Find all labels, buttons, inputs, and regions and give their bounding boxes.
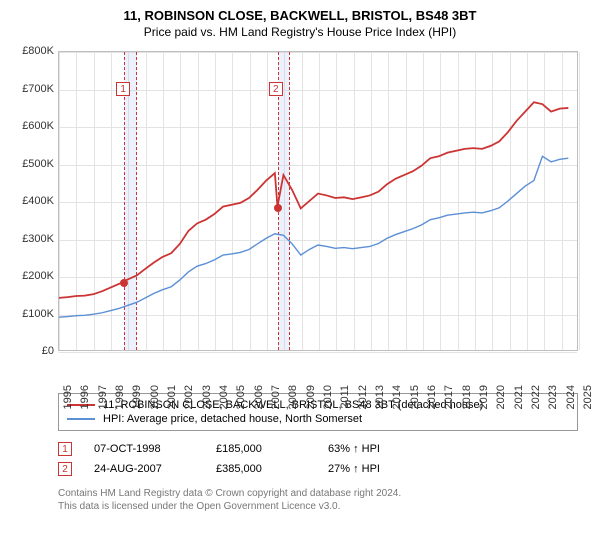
plot-area: 12 bbox=[58, 51, 578, 351]
x-tick-label: 1998 bbox=[114, 385, 126, 409]
series-hpi bbox=[59, 156, 568, 317]
chart-subtitle: Price paid vs. HM Land Registry's House … bbox=[12, 25, 588, 39]
x-tick-label: 2016 bbox=[426, 385, 438, 409]
footer-line-2: This data is licensed under the Open Gov… bbox=[58, 500, 578, 513]
y-tick-label: £700K bbox=[22, 83, 54, 95]
event-hpi: 27% ↑ HPI bbox=[328, 463, 418, 475]
x-tick-label: 2013 bbox=[374, 385, 386, 409]
events-table: 1 07-OCT-1998 £185,000 63% ↑ HPI 2 24-AUG-200… bbox=[58, 439, 578, 479]
legend-row: HPI: Average price, detached house, Nort… bbox=[67, 412, 569, 426]
x-tick-label: 2004 bbox=[218, 385, 230, 409]
gridline-h bbox=[59, 352, 577, 353]
x-tick-label: 2000 bbox=[149, 385, 161, 409]
event-price: £385,000 bbox=[216, 463, 306, 475]
y-tick-label: £800K bbox=[22, 45, 54, 57]
event-hpi: 63% ↑ HPI bbox=[328, 443, 418, 455]
footer-attribution: Contains HM Land Registry data © Crown c… bbox=[58, 487, 578, 513]
x-tick-label: 2005 bbox=[235, 385, 247, 409]
y-tick-label: £600K bbox=[22, 120, 54, 132]
x-tick-label: 2019 bbox=[478, 385, 490, 409]
gridline-v bbox=[579, 52, 580, 350]
x-tick-label: 2010 bbox=[322, 385, 334, 409]
event-marker-1: 1 bbox=[116, 82, 130, 96]
legend-swatch bbox=[67, 418, 95, 420]
event-date: 24-AUG-2007 bbox=[94, 463, 194, 475]
y-tick-label: £200K bbox=[22, 270, 54, 282]
sale-point bbox=[120, 279, 128, 287]
x-tick-label: 2025 bbox=[582, 385, 594, 409]
event-price: £185,000 bbox=[216, 443, 306, 455]
y-tick-label: £500K bbox=[22, 158, 54, 170]
x-tick-label: 2015 bbox=[409, 385, 421, 409]
x-tick-label: 2012 bbox=[357, 385, 369, 409]
series-property bbox=[59, 102, 568, 298]
y-tick-label: £400K bbox=[22, 195, 54, 207]
x-tick-label: 2006 bbox=[253, 385, 265, 409]
event-date: 07-OCT-1998 bbox=[94, 443, 194, 455]
x-tick-label: 2014 bbox=[391, 385, 403, 409]
line-layer bbox=[59, 52, 577, 350]
legend-label: HPI: Average price, detached house, Nort… bbox=[103, 413, 362, 425]
x-tick-label: 2009 bbox=[305, 385, 317, 409]
x-tick-label: 2008 bbox=[287, 385, 299, 409]
x-tick-label: 2018 bbox=[461, 385, 473, 409]
x-tick-label: 1999 bbox=[131, 385, 143, 409]
event-row: 1 07-OCT-1998 £185,000 63% ↑ HPI bbox=[58, 439, 578, 459]
y-tick-label: £0 bbox=[42, 345, 54, 357]
sale-point bbox=[274, 204, 282, 212]
footer-line-1: Contains HM Land Registry data © Crown c… bbox=[58, 487, 578, 500]
event-index: 1 bbox=[58, 442, 72, 456]
x-tick-label: 2021 bbox=[513, 385, 525, 409]
event-index: 2 bbox=[58, 462, 72, 476]
event-marker-2: 2 bbox=[269, 82, 283, 96]
x-tick-label: 2023 bbox=[547, 385, 559, 409]
x-tick-label: 1996 bbox=[79, 385, 91, 409]
y-tick-label: £100K bbox=[22, 308, 54, 320]
y-tick-label: £300K bbox=[22, 233, 54, 245]
x-tick-label: 2017 bbox=[443, 385, 455, 409]
x-tick-label: 2020 bbox=[495, 385, 507, 409]
x-tick-label: 2024 bbox=[565, 385, 577, 409]
x-tick-label: 2002 bbox=[183, 385, 195, 409]
event-row: 2 24-AUG-2007 £385,000 27% ↑ HPI bbox=[58, 459, 578, 479]
x-tick-label: 2001 bbox=[166, 385, 178, 409]
chart-area: 12 £0£100K£200K£300K£400K£500K£600K£700K… bbox=[12, 45, 588, 385]
x-tick-label: 1997 bbox=[97, 385, 109, 409]
x-tick-label: 2011 bbox=[339, 385, 351, 409]
x-tick-label: 1995 bbox=[62, 385, 74, 409]
x-tick-label: 2007 bbox=[270, 385, 282, 409]
x-tick-label: 2003 bbox=[201, 385, 213, 409]
x-tick-label: 2022 bbox=[530, 385, 542, 409]
chart-title: 11, ROBINSON CLOSE, BACKWELL, BRISTOL, B… bbox=[12, 8, 588, 23]
